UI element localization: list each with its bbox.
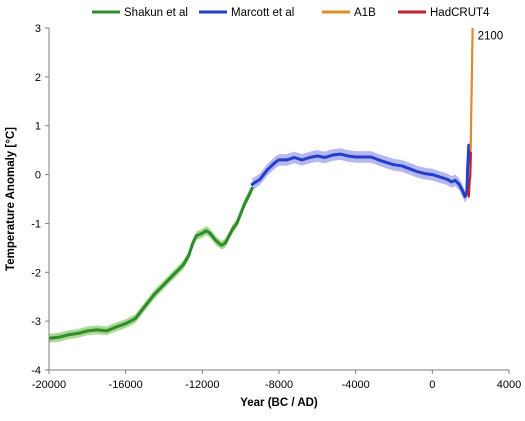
series-line-marcott-et-al: [250, 143, 472, 199]
series-line-a1b: [469, 28, 474, 152]
y-tick-label: 2: [35, 72, 41, 84]
legend-label-marcott-et-al: Marcott et al: [231, 7, 294, 19]
y-tick-label: -3: [31, 316, 41, 328]
legend: Shakun et al Marcott et al A1B HadCRUT4: [92, 7, 490, 19]
legend-label-a1b: A1B: [354, 7, 376, 19]
axes: -4 -3 -2 -1 0 1 2 3 -20000 -16000 -12000 -8000 -4000…: [31, 23, 521, 391]
x-tick-label: -16000: [109, 379, 143, 391]
annotation-label: 2100: [478, 30, 504, 42]
legend-label-shakun-et-al: Shakun et al: [124, 7, 188, 19]
legend-label-hadcrut4: HadCRUT4: [430, 7, 490, 19]
x-tick-label: 0: [429, 379, 435, 391]
y-tick-label: -2: [31, 267, 41, 279]
y-tick-label: 3: [35, 23, 41, 35]
series-line-shakun-et-al: [49, 186, 254, 340]
x-axis-title: Year (BC / AD): [240, 397, 318, 409]
annotations: 2100: [478, 30, 504, 42]
x-tick-label: 4000: [497, 379, 521, 391]
y-tick-label: -1: [31, 218, 41, 230]
band-marcott-et-al: [252, 139, 470, 203]
plot-area: [49, 28, 474, 343]
band-shakun-et-al: [49, 183, 253, 343]
x-tick-label: -4000: [342, 379, 370, 391]
y-axis-title: Temperature Anomaly [°C]: [5, 127, 17, 271]
y-tick-label: -4: [31, 365, 41, 377]
series-line-hadcrut4: [466, 151, 472, 198]
y-tick-label: 1: [35, 121, 41, 133]
y-tick-label: 0: [35, 170, 41, 182]
x-tick-label: -20000: [32, 379, 66, 391]
x-tick-label: -12000: [185, 379, 219, 391]
x-tick-label: -8000: [265, 379, 293, 391]
